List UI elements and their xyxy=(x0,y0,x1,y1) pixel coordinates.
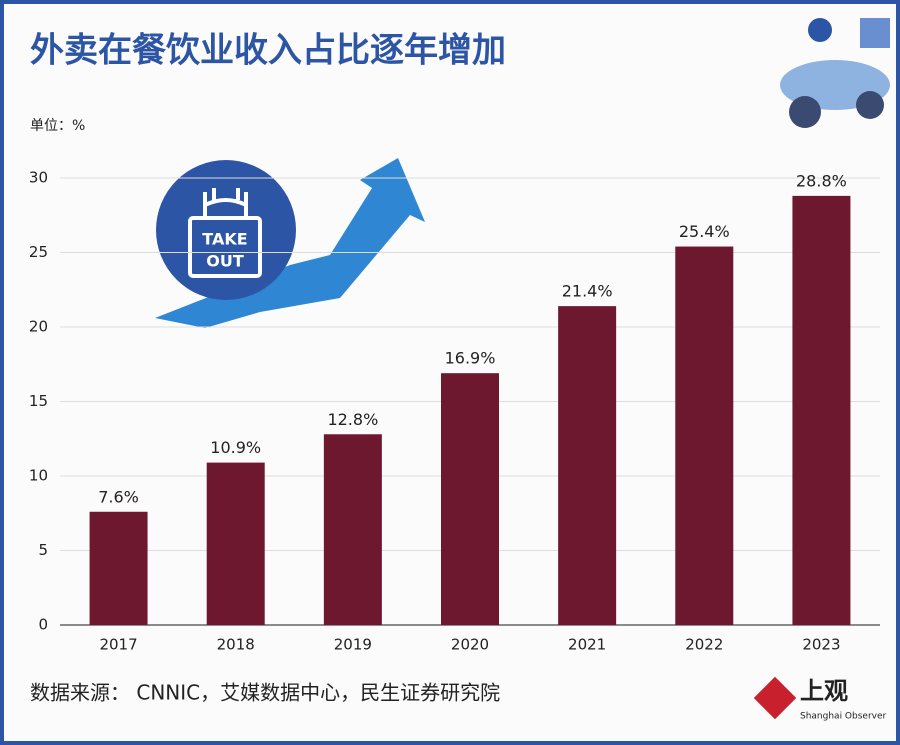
bar xyxy=(675,246,734,626)
value-label: 28.8% xyxy=(796,171,847,190)
badge-text: OUT xyxy=(206,252,244,271)
bar xyxy=(206,462,265,625)
badge-text: TAKE xyxy=(202,230,247,249)
y-tick-label: 15 xyxy=(29,392,48,410)
logo-subtitle: Shanghai Observer xyxy=(800,712,887,722)
x-tick-label: 2022 xyxy=(685,636,723,654)
value-label: 25.4% xyxy=(679,222,730,241)
value-label: 16.9% xyxy=(445,349,496,368)
x-tick-label: 2017 xyxy=(99,636,137,654)
value-label: 21.4% xyxy=(562,282,613,301)
value-label: 10.9% xyxy=(210,438,261,457)
bar xyxy=(89,511,148,625)
badge-box xyxy=(188,216,262,278)
arrow-decoration xyxy=(155,158,425,328)
y-tick-label: 5 xyxy=(38,541,48,559)
x-tick-label: 2023 xyxy=(802,636,840,654)
bar xyxy=(323,434,382,625)
y-tick-label: 20 xyxy=(29,318,48,336)
y-tick-label: 25 xyxy=(29,243,48,261)
y-tick-label: 0 xyxy=(38,616,48,634)
unit-label: 单位：% xyxy=(30,118,85,134)
source: 数据来源： CNNIC，艾媒数据中心，民生证券研究院 xyxy=(30,681,500,705)
badge-handle xyxy=(203,188,248,218)
logo-name: 上观 xyxy=(800,677,848,705)
y-tick-label: 30 xyxy=(29,169,48,187)
x-tick-label: 2021 xyxy=(568,636,606,654)
bar xyxy=(558,306,617,625)
chart-title: 外卖在餐饮业收入占比逐年增加 xyxy=(30,31,506,71)
x-tick-label: 2020 xyxy=(451,636,489,654)
value-label: 7.6% xyxy=(98,487,139,506)
x-tick-label: 2018 xyxy=(217,636,255,654)
scooter-illustration xyxy=(780,18,890,128)
value-label: 12.8% xyxy=(327,410,378,429)
y-tick-label: 10 xyxy=(29,467,48,485)
bar xyxy=(441,373,499,625)
bar xyxy=(792,195,851,625)
x-tick-label: 2019 xyxy=(334,636,372,654)
